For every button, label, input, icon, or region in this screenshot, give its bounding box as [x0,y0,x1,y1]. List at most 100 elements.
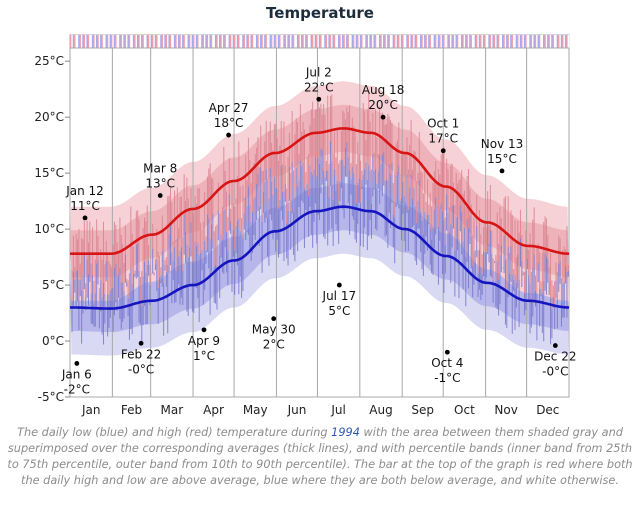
daily-high-bar [254,154,256,197]
strip-day [117,35,120,48]
daily-low-bar [305,190,307,210]
strip-day [136,35,139,48]
strip-day [161,35,164,48]
daily-low-bar [476,225,478,258]
daily-low-bar [317,157,319,215]
strip-day [404,35,407,48]
daily-low-bar [77,270,79,302]
daily-low-bar [138,270,140,323]
daily-low-bar [344,148,346,177]
daily-high-bar [104,264,106,294]
daily-low-bar [148,260,150,276]
daily-high-bar [534,275,537,291]
daily-high-bar [261,171,263,222]
daily-low-bar [180,247,182,298]
daily-low-bar [96,263,98,308]
daily-low-bar [232,230,234,257]
daily-high-bar [134,270,136,274]
daily-low-bar [112,288,114,332]
strip-day [108,35,110,48]
annotation-dot [138,340,144,346]
daily-low-bar [440,203,442,253]
daily-low-bar [469,216,471,244]
daily-low-bar [175,270,177,302]
daily-high-bar [187,198,189,258]
daily-high-bar [459,179,461,206]
daily-low-bar [273,177,275,231]
daily-low-bar [216,267,218,310]
daily-low-bar [349,169,351,235]
daily-low-bar [145,272,147,324]
daily-low-bar [109,291,111,318]
annotation-dot [336,282,342,288]
daily-high-bar [409,144,411,188]
strip-day [272,35,275,48]
daily-low-bar [93,303,95,327]
daily-low-bar [493,261,496,263]
strip-day [244,35,247,48]
strip-day [146,35,149,48]
strip-day [381,35,384,48]
strip-day [154,35,157,48]
strip-day [403,35,406,48]
strip-day [147,35,150,48]
strip-day [410,35,413,48]
daily-low-bar [357,182,359,224]
month-tick-label: May [243,403,268,417]
strip-day [216,35,218,48]
daily-low-bar [154,264,156,271]
strip-day [445,35,448,48]
strip-day [355,35,358,48]
strip-day [455,35,458,48]
daily-low-bar [536,293,538,341]
annotation-date: May 30 [252,323,296,337]
daily-high-bar [384,124,386,181]
daily-high-bar [562,249,564,284]
daily-high-bar [431,206,433,240]
daily-high-bar [283,121,285,192]
daily-low-bar [105,261,107,282]
daily-high-bar [447,169,449,213]
daily-low-bar [499,255,501,305]
daily-high-bar [306,156,308,185]
daily-high-bar [253,163,255,200]
daily-low-bar [245,197,247,241]
strip-day [235,35,238,48]
strip-day [187,35,190,48]
strip-day [533,35,536,48]
annotation-dot [440,148,446,154]
daily-high-bar [109,264,111,292]
daily-high-bar [298,154,300,181]
daily-high-bar [468,169,470,229]
strip-day [269,35,272,48]
strip-day [111,35,113,48]
strip-day [406,35,408,48]
daily-low-bar [219,255,221,299]
strip-day [275,35,277,48]
daily-high-bar [267,178,269,218]
strip-day [495,35,497,48]
strip-day [316,35,318,48]
strip-day [521,35,523,48]
daily-low-bar [160,275,162,284]
daily-high-bar [465,207,467,257]
strip-day [553,35,556,48]
annotation-date: Aug 18 [362,83,405,97]
daily-low-bar [81,290,83,344]
daily-low-bar [149,285,151,306]
strip-day [484,35,486,48]
strip-day [500,35,503,48]
strip-day [255,35,258,48]
strip-day [219,35,221,48]
daily-low-bar [92,275,94,324]
daily-high-bar [424,169,426,212]
strip-day [95,35,98,48]
daily-high-bar [329,96,331,141]
daily-low-bar [510,246,512,283]
daily-low-bar [424,211,426,254]
daily-high-bar [171,202,173,253]
daily-low-bar [360,203,362,246]
daily-low-bar [157,287,159,324]
daily-high-bar [429,192,431,229]
strip-day [488,35,491,48]
